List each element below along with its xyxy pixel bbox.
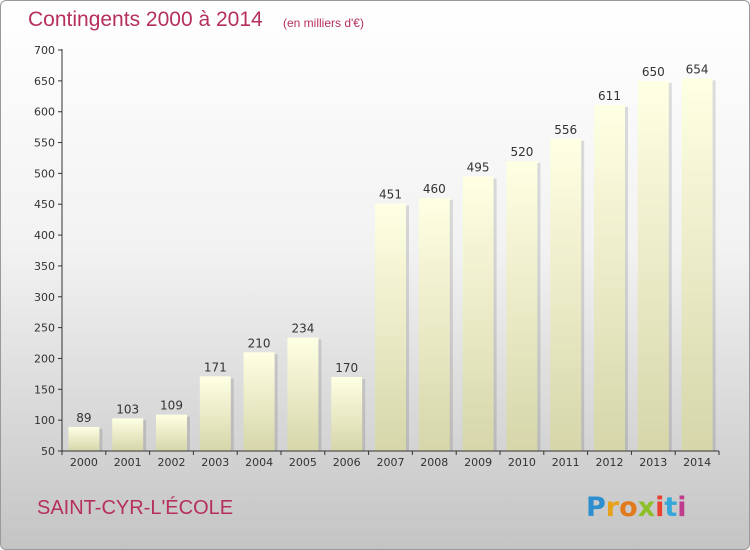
data-label-2007: 451 — [379, 188, 402, 202]
y-tick-label: 50 — [41, 445, 55, 458]
bar-2010 — [506, 161, 538, 452]
data-label-2008: 460 — [423, 182, 446, 196]
x-tick-label-2009: 2009 — [464, 456, 492, 469]
x-tick-label-2001: 2001 — [114, 456, 142, 469]
y-tick-label: 100 — [34, 414, 55, 427]
data-label-2011: 556 — [554, 123, 577, 137]
data-label-2001: 103 — [116, 402, 139, 416]
y-tick-label: 300 — [34, 291, 55, 304]
x-tick-label-2010: 2010 — [508, 456, 536, 469]
data-label-2014: 654 — [686, 62, 709, 76]
logo-letter: r — [606, 492, 620, 523]
bar-2013 — [637, 80, 669, 451]
data-label-2012: 611 — [598, 89, 621, 103]
bar-2006 — [331, 376, 363, 451]
x-tick-label-2003: 2003 — [201, 456, 229, 469]
y-tick-label: 400 — [34, 229, 55, 242]
data-label-2006: 170 — [335, 361, 358, 375]
bar-2004 — [243, 352, 275, 451]
data-label-2003: 171 — [204, 360, 227, 374]
x-tick-label-2011: 2011 — [552, 456, 580, 469]
y-tick-label: 350 — [34, 260, 55, 273]
logo-letter: i — [655, 492, 664, 523]
x-tick-label-2002: 2002 — [158, 456, 186, 469]
y-tick-label: 150 — [34, 383, 55, 396]
logo-letter: P — [586, 492, 606, 523]
x-tick-label-2014: 2014 — [683, 456, 711, 469]
bars-layer: 89 103 109 171 210 234 170 451 460 495 520 556 611 65… — [68, 62, 716, 452]
bar-2014 — [681, 78, 713, 451]
data-label-2004: 210 — [248, 336, 271, 350]
data-label-2002: 109 — [160, 399, 183, 413]
bar-2001 — [112, 418, 144, 451]
commune-name: SAINT-CYR-L'ÉCOLE — [37, 497, 234, 519]
x-tick-label-2000: 2000 — [70, 456, 98, 469]
bar-2007 — [375, 203, 406, 451]
bar-2012 — [594, 104, 625, 451]
data-label-2005: 234 — [291, 321, 314, 335]
x-tick-label-2013: 2013 — [639, 456, 667, 469]
bar-2000 — [68, 426, 100, 451]
y-tick-label: 700 — [34, 44, 55, 57]
chart-subtitle: (en milliers d'€) — [283, 16, 364, 30]
svg-text:Proxiti: Proxiti — [586, 492, 687, 523]
data-label-2009: 495 — [467, 160, 490, 174]
y-tick-label: 650 — [34, 75, 55, 88]
bar-2008 — [418, 198, 450, 451]
x-tick-label-2004: 2004 — [245, 456, 273, 469]
proxiti-logo: Proxiti — [586, 492, 687, 523]
logo-letter: t — [664, 492, 677, 523]
y-tick-label: 600 — [34, 106, 55, 119]
data-label-2010: 520 — [510, 145, 533, 159]
y-tick-label: 450 — [34, 198, 55, 211]
x-tick-label-2006: 2006 — [333, 456, 361, 469]
logo-letter: o — [619, 492, 638, 523]
bar-2009 — [462, 176, 494, 451]
bar-2005 — [287, 337, 319, 451]
chart-title: Contingents 2000 à 2014 — [28, 8, 263, 31]
bar-2011 — [550, 138, 582, 452]
logo-letter: i — [677, 492, 686, 523]
y-tick-label: 200 — [34, 352, 55, 365]
bar-2003 — [199, 376, 231, 451]
x-tick-label-2005: 2005 — [289, 456, 317, 469]
data-label-2013: 650 — [642, 65, 665, 79]
x-tick-label-2012: 2012 — [596, 456, 624, 469]
y-tick-label: 250 — [34, 322, 55, 335]
bar-2002 — [156, 414, 187, 451]
y-tick-label: 500 — [34, 167, 55, 180]
axis-layer: 50 100 150 200 250 300 350 400 450 500 550 600 650 70… — [34, 44, 720, 469]
logo-letter: x — [638, 492, 655, 523]
x-tick-label-2008: 2008 — [420, 456, 448, 469]
y-tick-label: 550 — [34, 137, 55, 150]
data-label-2000: 89 — [76, 411, 91, 425]
x-tick-label-2007: 2007 — [377, 456, 405, 469]
